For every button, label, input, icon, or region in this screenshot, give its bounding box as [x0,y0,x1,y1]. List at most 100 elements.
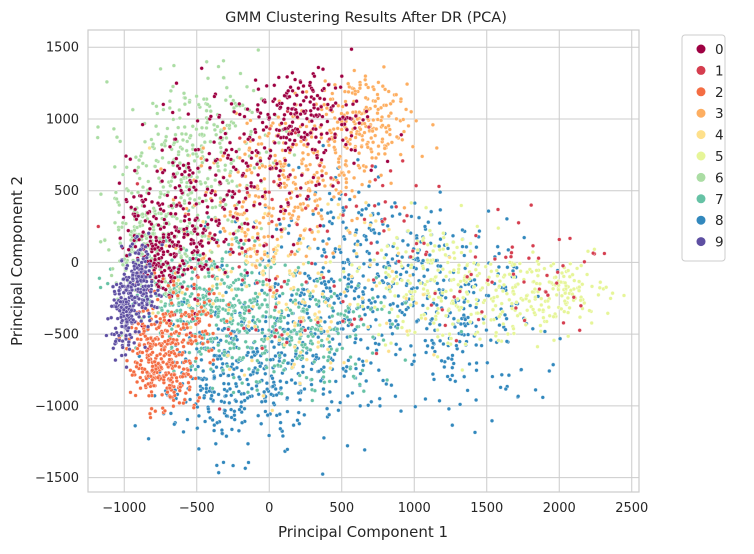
data-point [345,443,350,448]
data-point [200,341,205,346]
data-point [350,110,355,115]
data-point [476,317,481,322]
data-point [201,251,206,256]
data-point [340,319,345,324]
data-point [236,389,241,394]
data-point [336,103,341,108]
data-point [358,403,363,408]
data-point [161,235,166,240]
legend-label: 6 [715,170,724,186]
data-point [211,331,216,336]
data-point [227,367,232,372]
data-point [168,183,173,188]
data-point [223,167,228,173]
data-point [437,322,442,327]
legend-label: 9 [715,235,724,251]
data-point [353,135,358,140]
data-point [176,278,181,283]
data-point [258,364,263,369]
data-point [170,110,175,115]
data-point [294,93,299,98]
data-point [582,300,587,306]
data-point [241,316,246,321]
data-point [141,287,147,292]
data-point [368,258,373,263]
data-point [430,345,435,350]
data-point [475,273,480,278]
data-point [179,188,184,193]
data-point [242,139,247,144]
data-point [363,312,368,317]
data-point [515,313,520,318]
data-point [204,312,209,317]
data-point [212,428,217,433]
data-point [327,340,332,345]
data-point [340,346,345,351]
data-point [286,327,291,332]
data-point [328,259,333,264]
data-point [272,315,277,320]
data-point [559,270,565,276]
data-point [287,191,292,196]
data-point [257,165,262,170]
data-point [232,109,237,114]
data-point [331,103,336,108]
data-point [337,244,342,249]
data-point [289,106,294,112]
data-point [177,331,182,336]
data-point [457,289,462,294]
data-point [360,300,365,305]
data-point [464,290,469,295]
data-point [127,252,132,257]
data-point [339,74,344,79]
data-point [218,338,223,343]
data-point [336,180,341,185]
data-point [265,263,270,268]
data-point [360,137,365,143]
data-point [496,264,501,270]
data-point [319,326,324,331]
data-point [330,91,335,96]
data-point [212,127,217,132]
data-point [441,341,446,347]
data-point [285,395,290,400]
data-point [388,101,393,106]
data-point [385,159,390,164]
data-point [256,392,261,397]
data-point [214,219,219,224]
data-point [278,379,283,384]
data-point [441,231,446,236]
data-point [132,214,137,219]
data-point [266,221,271,226]
data-point [317,196,322,202]
data-point [295,418,300,423]
data-point [377,403,383,408]
data-point [121,215,126,220]
data-point [605,311,610,316]
data-point [497,279,502,284]
data-point [498,385,503,390]
data-point [534,268,539,273]
data-point [161,102,166,107]
data-point [186,212,191,217]
data-point [319,214,324,219]
data-point [357,151,362,156]
data-point [366,85,371,90]
data-point [430,122,435,127]
data-point [164,134,169,139]
data-point [443,252,448,257]
data-point [474,301,479,307]
data-point [216,314,221,319]
data-point [394,116,399,121]
data-point [272,321,278,326]
data-point [150,350,155,355]
data-point [240,173,245,178]
data-point [251,203,256,208]
data-point [308,227,313,232]
data-point [142,139,148,144]
data-point [293,348,298,353]
data-point [160,392,165,397]
data-point [217,221,222,226]
data-point [474,324,479,329]
